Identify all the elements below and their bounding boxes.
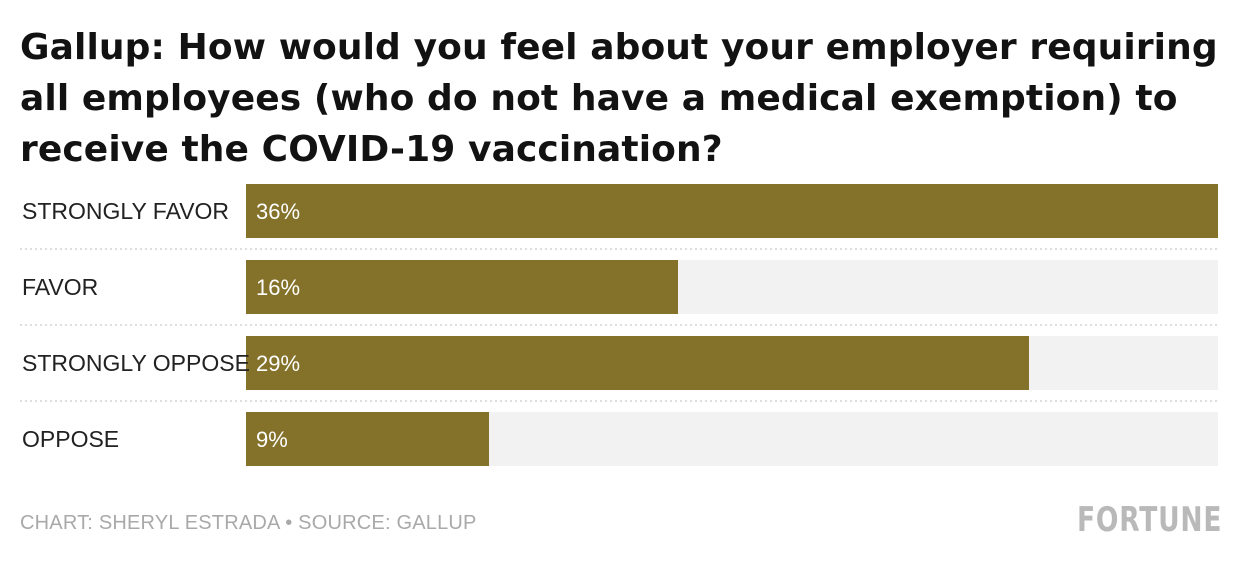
value-label: 9% <box>256 427 288 452</box>
chart-title: Gallup: How would you feel about your em… <box>20 27 1218 170</box>
chart-credit: CHART: SHERYL ESTRADA • SOURCE: GALLUP <box>20 512 477 534</box>
category-label: FAVOR <box>22 274 98 300</box>
category-label: OPPOSE <box>22 426 119 452</box>
value-label: 29% <box>256 351 300 376</box>
category-label: STRONGLY FAVOR <box>22 198 229 224</box>
fortune-logo: FORTUNE <box>1076 500 1222 540</box>
bar <box>246 184 1218 238</box>
category-label: STRONGLY OPPOSE <box>22 350 250 376</box>
value-label: 36% <box>256 199 300 224</box>
bar <box>246 412 489 466</box>
bar <box>246 260 678 314</box>
bar <box>246 336 1029 390</box>
value-label: 16% <box>256 275 300 300</box>
